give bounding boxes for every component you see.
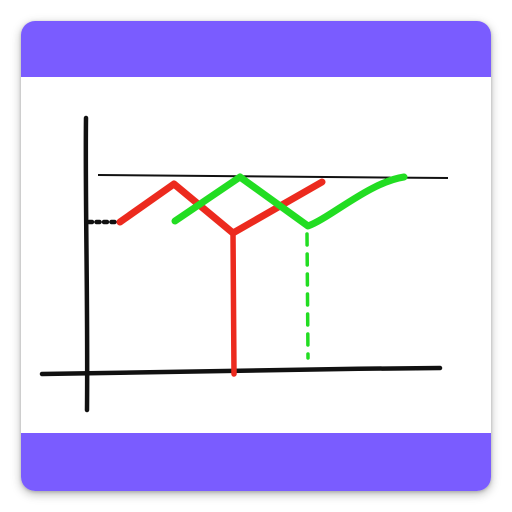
x-axis-line xyxy=(39,365,443,377)
green-line xyxy=(171,173,408,230)
top-band xyxy=(21,21,491,77)
green-drop-line xyxy=(305,232,310,360)
bottom-band xyxy=(21,433,491,491)
app-icon[interactable] xyxy=(21,21,491,491)
y-axis-line xyxy=(83,115,90,413)
red-drop-line xyxy=(230,230,237,377)
